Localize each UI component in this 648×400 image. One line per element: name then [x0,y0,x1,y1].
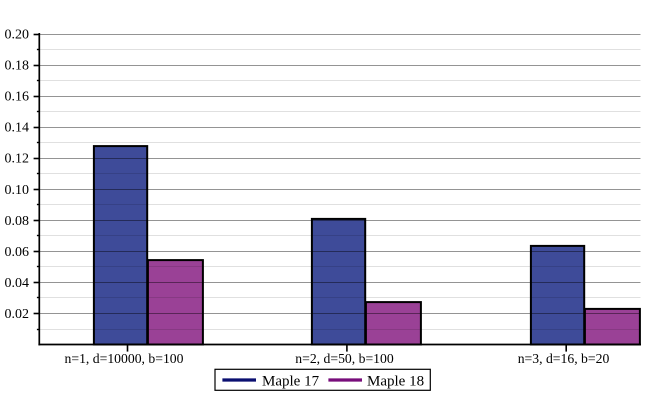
svg-text:n=2, d=50, b=100: n=2, d=50, b=100 [295,351,394,366]
svg-text:0.20: 0.20 [5,28,30,43]
svg-text:Maple 17: Maple 17 [262,373,320,389]
svg-text:0.14: 0.14 [5,121,30,136]
svg-text:0.08: 0.08 [5,214,30,229]
svg-text:n=3, d=16, b=20: n=3, d=16, b=20 [518,351,610,366]
svg-text:Maple 18: Maple 18 [367,373,424,389]
svg-text:0.12: 0.12 [5,152,30,167]
svg-text:n=1, d=10000, b=100: n=1, d=10000, b=100 [65,351,184,366]
svg-text:0.02: 0.02 [5,307,30,322]
svg-text:0.10: 0.10 [5,183,30,198]
svg-text:0.16: 0.16 [5,90,30,105]
svg-text:0.06: 0.06 [5,245,30,260]
svg-text:0.18: 0.18 [5,59,30,74]
svg-text:0.04: 0.04 [5,276,30,291]
